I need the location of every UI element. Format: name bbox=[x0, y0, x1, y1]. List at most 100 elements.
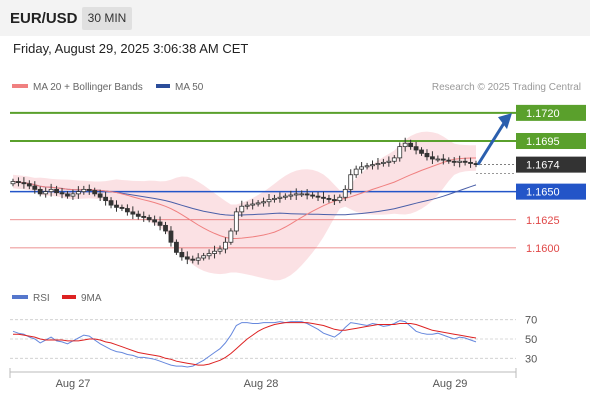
candle-body bbox=[86, 188, 92, 191]
rsi-ma-line bbox=[13, 322, 477, 366]
support-level-label: 1.1625 bbox=[526, 215, 560, 227]
forecast-arrow-head bbox=[498, 113, 512, 130]
candle-body bbox=[146, 217, 152, 221]
ma50-legend-swatch bbox=[156, 84, 170, 88]
pivot-label-box bbox=[516, 183, 586, 200]
candle-body bbox=[119, 206, 125, 209]
candle-body bbox=[163, 224, 168, 232]
candle-body bbox=[65, 193, 70, 197]
candle-body bbox=[462, 160, 468, 163]
candle-body bbox=[75, 191, 81, 195]
candle-body bbox=[288, 194, 294, 197]
candle-body bbox=[255, 202, 261, 205]
candle-body bbox=[157, 221, 163, 226]
candle-body bbox=[348, 174, 354, 190]
candle-body bbox=[419, 149, 424, 154]
candle-body bbox=[397, 146, 403, 159]
candle-body bbox=[212, 250, 217, 254]
candle-body bbox=[331, 199, 337, 202]
resistance-label-box bbox=[516, 133, 586, 149]
candle-body bbox=[201, 255, 207, 259]
candle-body bbox=[179, 251, 185, 258]
candle-body bbox=[266, 199, 272, 203]
candle-body bbox=[337, 196, 343, 202]
candle-body bbox=[174, 241, 179, 253]
candle-body bbox=[277, 196, 283, 199]
candle-body bbox=[59, 192, 65, 195]
candle-body bbox=[184, 256, 190, 260]
ma20-legend-label: MA 20 + Bollinger Bands bbox=[33, 82, 143, 93]
timeframe-badge[interactable]: 30 MIN bbox=[82, 7, 132, 30]
candle-body bbox=[130, 211, 136, 215]
resistance-level-label: 1.1720 bbox=[526, 108, 560, 120]
rsi-ma-legend-label: 9MA bbox=[81, 293, 102, 304]
candle-body bbox=[468, 161, 473, 164]
candle-body bbox=[114, 204, 119, 208]
candle-body bbox=[239, 205, 245, 213]
candle-body bbox=[124, 208, 130, 213]
candle-body bbox=[97, 193, 103, 198]
candle-body bbox=[299, 193, 305, 196]
candle-body bbox=[272, 197, 277, 200]
candle-body bbox=[135, 213, 141, 217]
candle-body bbox=[359, 166, 365, 170]
candle-body bbox=[37, 188, 43, 195]
candles bbox=[10, 137, 479, 265]
rsi-line bbox=[12, 320, 477, 368]
candle-body bbox=[451, 160, 457, 163]
time-axis-tick: Aug 29 bbox=[433, 378, 468, 390]
bollinger-band bbox=[13, 131, 476, 281]
candle-body bbox=[250, 203, 256, 206]
candle-body bbox=[70, 193, 76, 197]
candle-body bbox=[48, 188, 54, 193]
rsi-ma-legend-swatch bbox=[62, 295, 76, 299]
candle-body bbox=[386, 160, 392, 163]
resistance-label-box bbox=[516, 104, 586, 121]
candle-body bbox=[282, 195, 288, 198]
candle-body bbox=[43, 191, 49, 195]
time-axis-tick: Aug 27 bbox=[56, 378, 91, 390]
rsi-axis-tick: 50 bbox=[525, 334, 537, 346]
candle-body bbox=[195, 257, 201, 261]
candle-body bbox=[446, 159, 452, 162]
candle-body bbox=[315, 195, 321, 198]
candle-body bbox=[81, 188, 87, 193]
chart-datetime: Friday, August 29, 2025 3:06:38 AM CET bbox=[13, 41, 249, 56]
candle-body bbox=[103, 196, 108, 202]
candle-body bbox=[10, 181, 16, 185]
support-level-label: 1.1600 bbox=[526, 243, 560, 255]
rsi-axis-tick: 70 bbox=[525, 315, 537, 327]
candle-body bbox=[402, 142, 408, 148]
candle-body bbox=[353, 168, 359, 176]
candle-body bbox=[430, 156, 435, 160]
last-price-label: 1.1674 bbox=[526, 160, 560, 172]
candle-body bbox=[244, 204, 250, 207]
candle-body bbox=[21, 182, 27, 185]
rsi-panel: 70 50 30 bbox=[10, 315, 537, 368]
candle-body bbox=[293, 193, 299, 196]
candle-body bbox=[26, 183, 32, 187]
ma50-legend-label: MA 50 bbox=[175, 82, 204, 93]
candle-body bbox=[413, 146, 419, 151]
candle-body bbox=[304, 193, 310, 196]
rsi-legend-swatch bbox=[12, 295, 28, 299]
candle-body bbox=[92, 190, 98, 195]
candle-body bbox=[370, 164, 375, 167]
candle-body bbox=[217, 248, 223, 252]
candle-body bbox=[32, 185, 38, 190]
candle-body bbox=[261, 201, 266, 204]
candle-body bbox=[168, 230, 174, 243]
candle-body bbox=[152, 219, 158, 223]
candle-body bbox=[54, 188, 59, 194]
pivot-level-label: 1.1650 bbox=[526, 187, 560, 199]
rsi-legend-label: RSI bbox=[33, 293, 50, 304]
candle-body bbox=[321, 196, 326, 199]
candle-body bbox=[435, 158, 441, 161]
candle-body bbox=[424, 152, 430, 158]
bollinger-band-area bbox=[13, 131, 476, 281]
resistance-level-label: 1.1695 bbox=[526, 136, 560, 148]
rsi-axis-tick: 30 bbox=[525, 353, 537, 365]
candle-body bbox=[408, 142, 414, 148]
candle-body bbox=[206, 253, 212, 257]
